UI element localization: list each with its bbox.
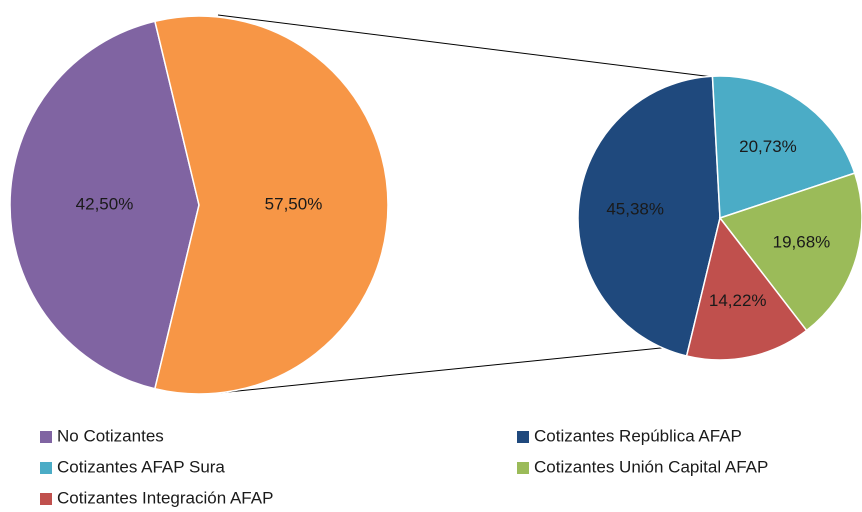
pie-slice <box>153 15 389 395</box>
legend-label: No Cotizantes <box>57 426 164 445</box>
pie-slice <box>685 216 808 361</box>
data-label: 45,38% <box>606 200 664 219</box>
legend-label: Cotizantes República AFAP <box>534 426 742 445</box>
legend-swatch <box>40 462 52 474</box>
legend-swatch <box>517 431 529 443</box>
legend-label: Cotizantes AFAP Sura <box>57 457 225 476</box>
legend-swatch <box>517 462 529 474</box>
data-label: 42,50% <box>76 194 134 213</box>
pie-slice <box>577 75 721 357</box>
legend-label: Cotizantes Integración AFAP <box>57 488 273 507</box>
data-label: 14,22% <box>709 291 767 310</box>
connector-line <box>217 14 714 78</box>
pie-slice <box>718 172 862 332</box>
legend-swatch <box>40 431 52 443</box>
connector-line <box>217 344 691 394</box>
data-label: 57,50% <box>265 194 323 213</box>
data-label: 19,68% <box>773 232 831 251</box>
legend-swatch <box>40 493 52 505</box>
pie-slice <box>711 75 856 220</box>
pie-slice <box>9 20 200 390</box>
legend-label: Cotizantes Unión Capital AFAP <box>534 457 768 476</box>
data-label: 20,73% <box>739 137 797 156</box>
